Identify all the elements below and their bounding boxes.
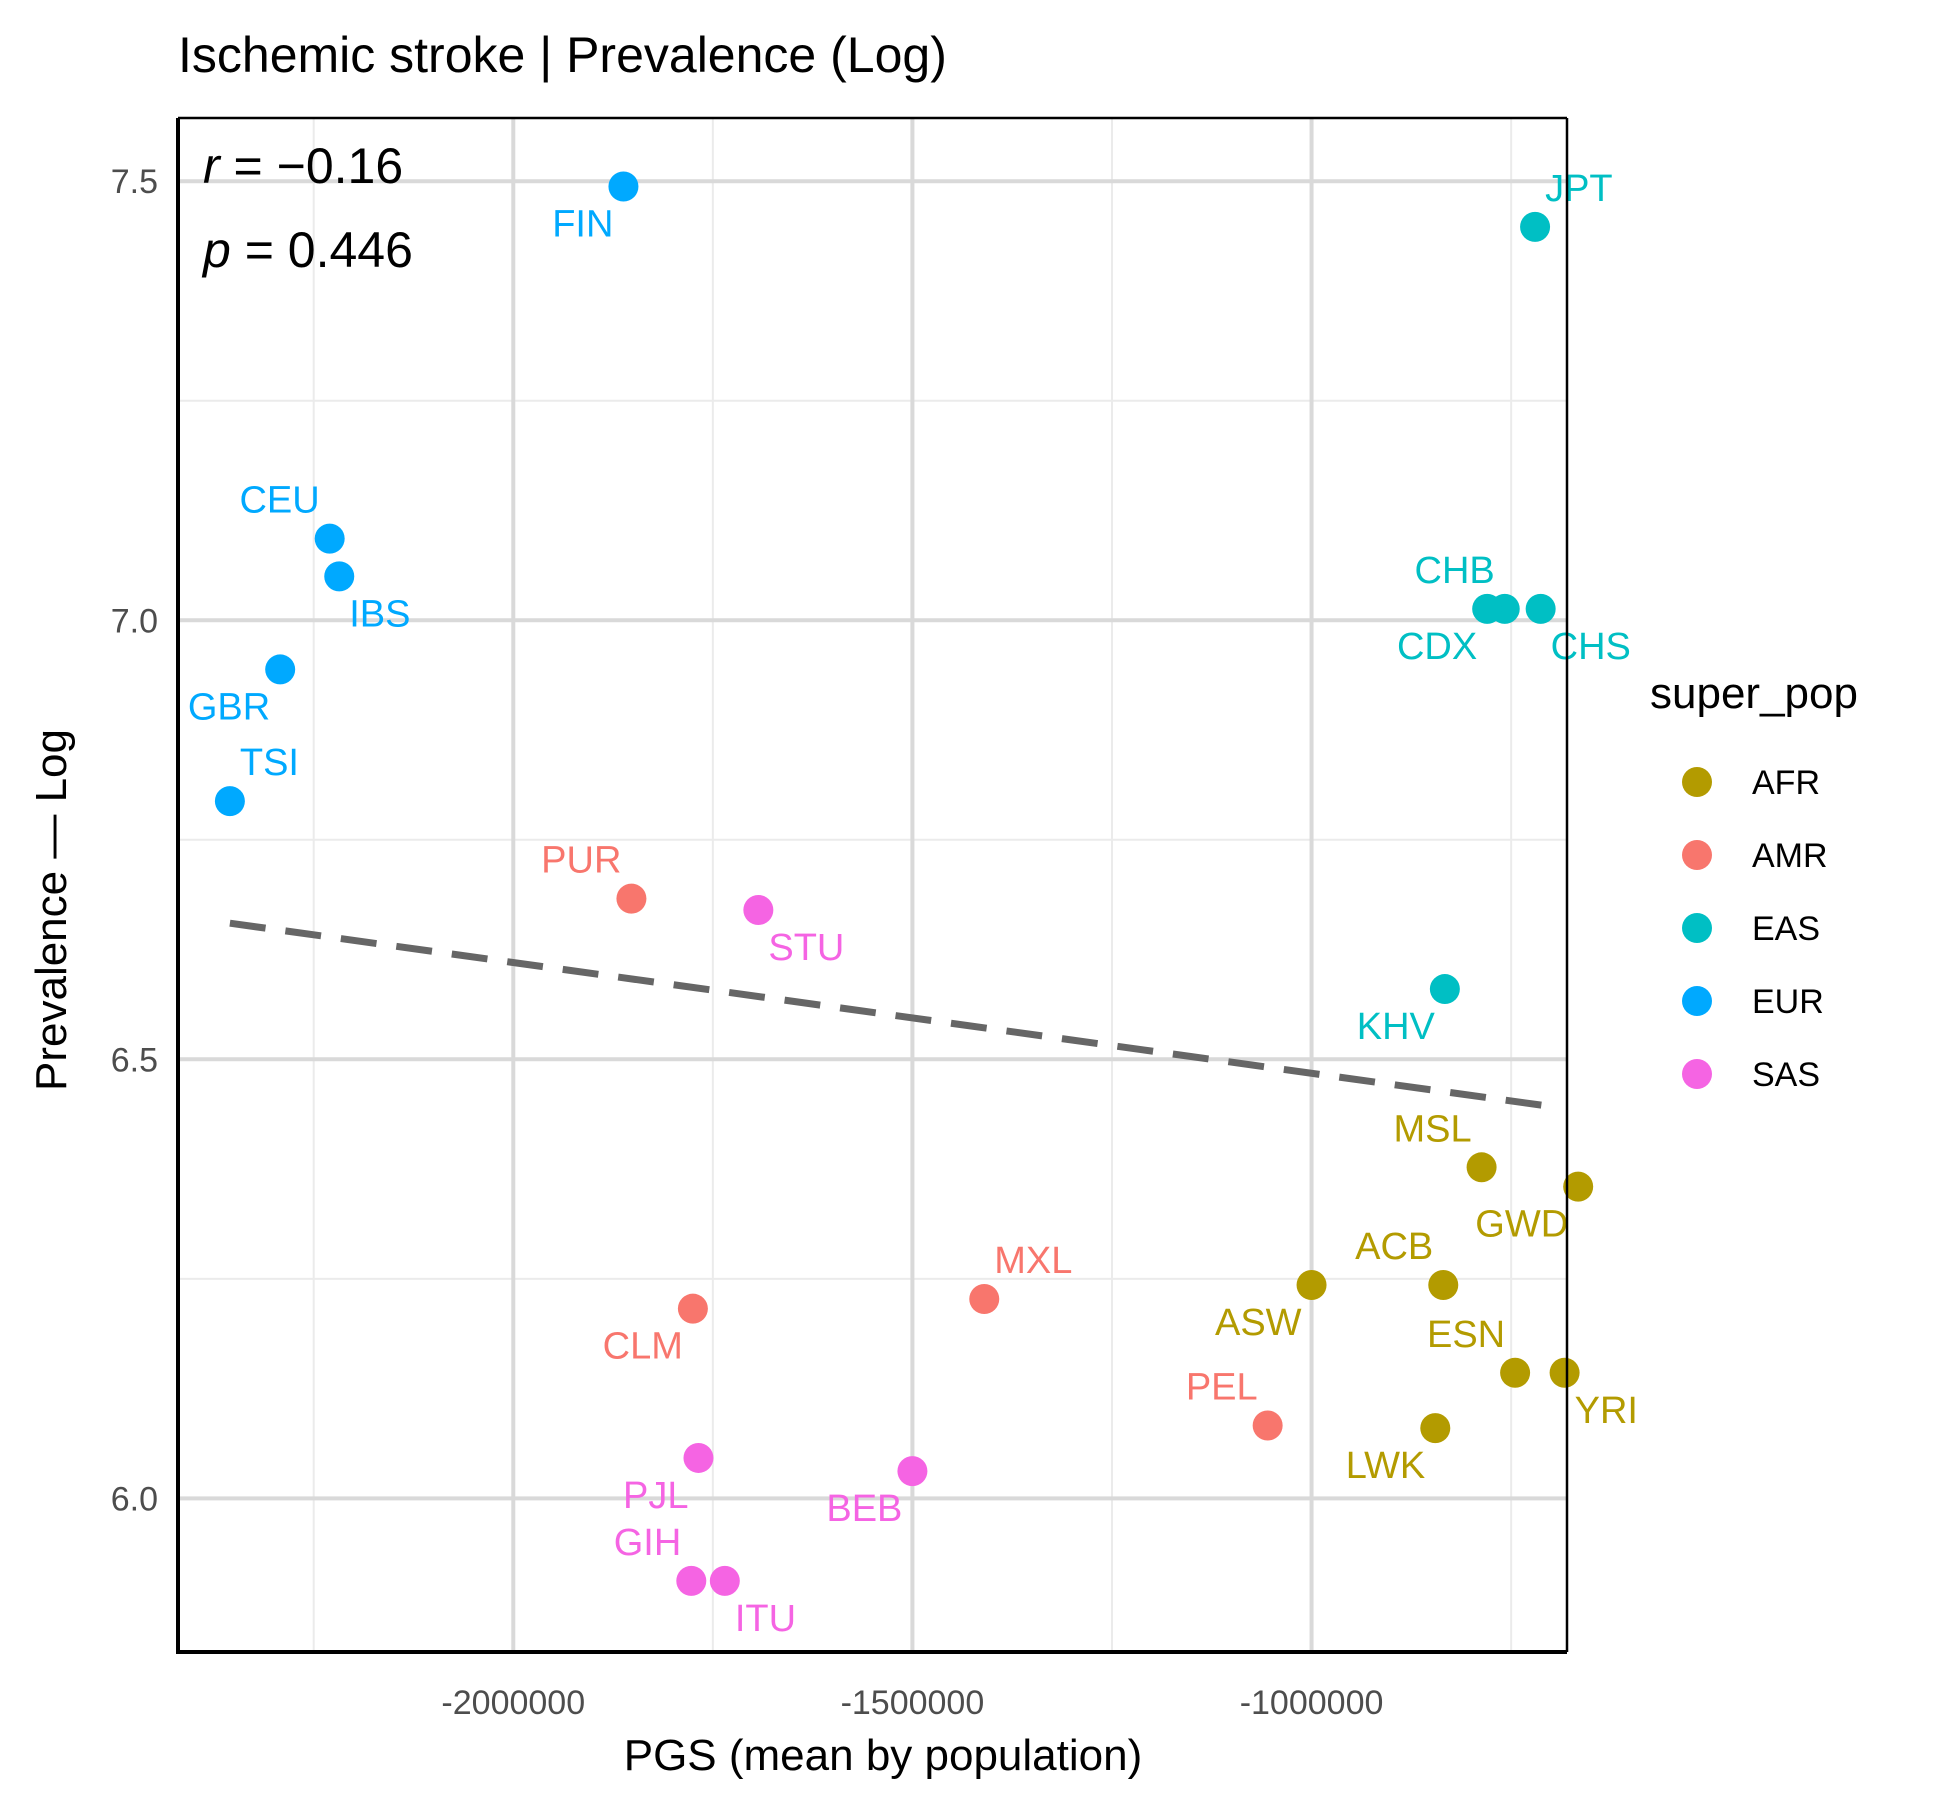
data-point-stu — [743, 895, 774, 926]
point-label-stu: STU — [768, 927, 844, 969]
point-label-esn: ESN — [1427, 1314, 1505, 1356]
data-point-pel — [1252, 1410, 1283, 1441]
data-point-clm — [677, 1293, 708, 1324]
data-point-chs — [1525, 593, 1556, 624]
data-point-fin — [608, 171, 639, 202]
data-point-lwk — [1420, 1413, 1451, 1444]
y-tick-label: 7.5 — [111, 163, 158, 201]
point-label-itu: ITU — [735, 1598, 796, 1640]
point-label-fin: FIN — [552, 203, 613, 245]
point-label-ibs: IBS — [349, 593, 410, 635]
legend-key-eas — [1682, 913, 1712, 943]
legend: super_pop AFR AMR EAS EUR SAS — [1650, 669, 1858, 1094]
p-symbol: p — [201, 222, 231, 278]
y-tick-label: 7.0 — [111, 602, 158, 640]
y-tick-label: 6.0 — [111, 1480, 158, 1518]
data-point-beb — [897, 1456, 928, 1487]
data-point-pjl — [683, 1442, 714, 1473]
x-tick-label: -1500000 — [841, 1684, 985, 1722]
legend-items: AFR AMR EAS EUR SAS — [1682, 764, 1828, 1094]
p-value: = 0.446 — [231, 222, 413, 278]
x-tick-label: -2000000 — [441, 1684, 585, 1722]
point-label-chb: CHB — [1415, 550, 1495, 592]
point-label-pur: PUR — [541, 840, 621, 882]
point-label-pjl: PJL — [623, 1475, 688, 1517]
data-point-mxl — [969, 1284, 1000, 1315]
data-point-pur — [616, 883, 647, 914]
p-value-text: p = 0.446 — [201, 222, 413, 278]
point-label-msl: MSL — [1393, 1108, 1471, 1150]
data-point-ceu — [314, 523, 345, 554]
legend-label-afr: AFR — [1752, 764, 1820, 802]
point-label-chs: CHS — [1551, 626, 1631, 668]
point-label-pel: PEL — [1186, 1366, 1258, 1408]
legend-label-sas: SAS — [1752, 1056, 1820, 1094]
data-point-cdx — [1472, 593, 1503, 624]
data-point-asw — [1296, 1269, 1327, 1300]
point-label-acb: ACB — [1355, 1226, 1433, 1268]
data-points — [214, 171, 1594, 1596]
point-label-jpt: JPT — [1545, 168, 1613, 210]
point-label-clm: CLM — [603, 1326, 683, 1368]
data-point-ibs — [324, 561, 355, 592]
chart-title: Ischemic stroke | Prevalence (Log) — [178, 27, 947, 83]
point-label-gih: GIH — [614, 1522, 682, 1564]
point-label-cdx: CDX — [1397, 626, 1477, 668]
data-point-msl — [1466, 1152, 1497, 1183]
legend-key-afr — [1682, 767, 1712, 797]
data-point-yri — [1549, 1357, 1580, 1388]
y-tick-label: 6.5 — [111, 1041, 158, 1079]
point-label-asw: ASW — [1215, 1302, 1302, 1344]
legend-label-amr: AMR — [1752, 837, 1828, 875]
point-label-mxl: MXL — [994, 1240, 1072, 1282]
point-label-gbr: GBR — [188, 686, 270, 728]
legend-label-eur: EUR — [1752, 983, 1824, 1021]
data-point-tsi — [214, 786, 245, 817]
legend-title: super_pop — [1650, 669, 1858, 718]
x-axis-title: PGS (mean by population) — [624, 1731, 1143, 1780]
data-point-itu — [709, 1565, 740, 1596]
legend-key-amr — [1682, 840, 1712, 870]
point-label-tsi: TSI — [240, 742, 299, 784]
data-point-khv — [1429, 974, 1460, 1005]
point-labels: FIN CEU IBS GBR TSI JPT CHB CDX CHS KHV PUR MXL CLM P… — [188, 168, 1638, 1640]
legend-key-sas — [1682, 1059, 1712, 1089]
legend-label-eas: EAS — [1752, 910, 1820, 948]
correlation-r-text: r = −0.16 — [203, 138, 403, 194]
data-point-gwd — [1563, 1171, 1594, 1202]
data-point-esn — [1500, 1357, 1531, 1388]
x-tick-label: -1000000 — [1240, 1684, 1384, 1722]
axis-ticks: -2000000 -1500000 -1000000 6.0 6.5 7.0 7.5 — [111, 163, 1384, 1722]
data-point-gbr — [265, 654, 296, 685]
point-label-khv: KHV — [1357, 1006, 1436, 1048]
r-symbol: r — [203, 138, 222, 194]
point-label-yri: YRI — [1575, 1390, 1638, 1432]
r-value: = −0.16 — [220, 138, 404, 194]
data-point-jpt — [1520, 211, 1551, 242]
point-label-lwk: LWK — [1346, 1445, 1426, 1487]
point-label-ceu: CEU — [239, 480, 319, 522]
plot-frame — [176, 116, 1569, 1654]
legend-key-eur — [1682, 986, 1712, 1016]
data-point-acb — [1428, 1269, 1459, 1300]
data-point-gih — [676, 1565, 707, 1596]
grid-lines — [178, 118, 1567, 1652]
point-label-beb: BEB — [826, 1488, 902, 1530]
point-label-gwd: GWD — [1475, 1204, 1568, 1246]
y-axis-title: Prevalence — Log — [27, 729, 76, 1091]
